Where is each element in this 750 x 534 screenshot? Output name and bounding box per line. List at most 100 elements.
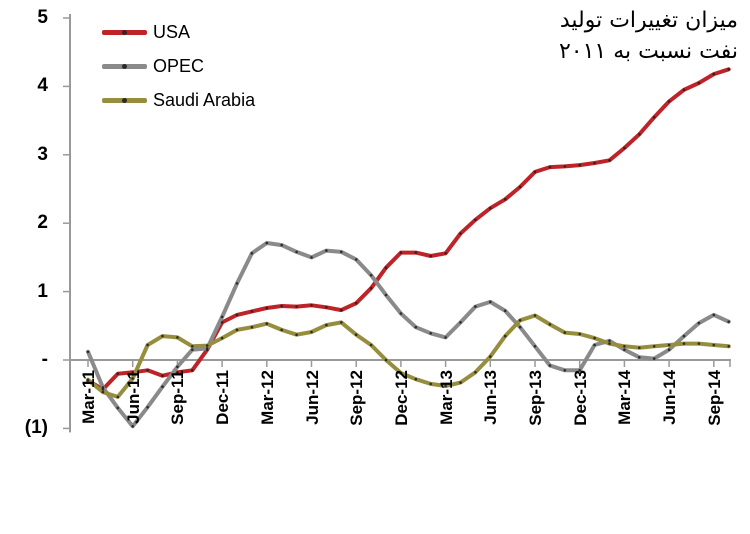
data-point-dot [459,381,462,384]
data-point-dot [191,348,194,352]
data-point-dot [354,258,358,261]
data-point-dot [638,356,641,359]
data-point-dot [518,185,522,189]
data-point-dot [176,365,179,369]
data-point-dot [369,286,373,290]
data-point-dot [518,325,522,329]
legend-label-usa: USA [153,21,191,42]
data-point-dot [310,304,313,307]
data-point-dot [682,334,686,338]
data-point-dot [220,321,224,324]
data-point-dot [444,336,447,339]
data-point-dot [474,305,477,308]
data-point-dot [503,309,507,313]
data-point-dot [608,339,611,343]
data-point-dot [340,321,343,324]
data-point-dot [295,250,298,254]
data-point-dot [369,273,373,277]
saudi-arabia-line [86,313,731,399]
data-point-dot [161,385,164,389]
data-point-dot [652,357,656,360]
data-point-dot [593,161,596,165]
data-point-dot [101,386,105,389]
data-point-dot [205,344,209,347]
data-point-dot [384,266,388,270]
data-point-dot [325,306,328,309]
data-point-dot [191,345,194,348]
data-point-dot [444,384,447,388]
data-point-dot [131,425,134,428]
opec-marker-dot [122,63,127,69]
data-point-dot [667,343,671,347]
data-point-dot [429,332,433,335]
data-point-dot [220,315,224,319]
data-point-dot [116,372,120,376]
data-point-dot [369,343,373,347]
data-point-dot [116,395,120,399]
data-point-dot [340,250,343,254]
data-point-dot [265,322,269,326]
data-point-dot [295,305,298,308]
data-point-dot [340,308,343,312]
data-point-dot [503,198,507,201]
data-point-dot [161,374,164,378]
data-point-dot [652,345,656,348]
data-point-dot [399,251,403,254]
data-point-dot [548,323,552,326]
data-point-dot [116,406,120,410]
data-point-dot [295,333,298,337]
data-point-dot [682,342,686,345]
saudi-arabia-line-swatch [102,97,147,103]
data-point-dot [414,377,418,381]
legend-label-opec: OPEC [153,55,205,76]
data-point-dot [399,312,403,315]
data-point-dot [354,301,358,305]
data-point-dot [578,332,581,336]
chart-title-line2: نفت نسبت به ۲۰۱۱ [558,39,738,64]
data-point-dot [474,371,477,374]
data-point-dot [638,346,641,350]
data-point-dot [608,342,611,345]
opec-line [86,241,731,429]
data-point-dot [563,165,567,168]
usa-line [86,67,731,392]
legend-item-saudi-arabia: Saudi Arabia [102,83,255,117]
data-point-dot [399,371,403,375]
chart-title-line1: میزان تغییرات تولید [559,8,738,33]
data-point-dot [638,133,641,136]
data-point-dot [712,313,716,317]
data-point-dot [682,88,686,92]
data-point-dot [459,321,462,324]
usa-line-swatch [102,29,147,35]
data-point-dot [608,159,611,162]
data-point-dot [191,369,194,372]
chart-title: میزان تغییرات تولید نفت نسبت به ۲۰۱۱ [559,5,738,67]
data-point-dot [518,319,522,322]
opec-line-swatch [102,63,147,69]
data-point-dot [250,252,254,255]
data-point-dot [220,336,224,340]
data-point-dot [235,282,239,285]
data-point-dot [325,249,328,252]
data-point-dot [101,388,105,391]
data-point-dot [623,146,626,150]
data-point-dot [205,347,209,350]
legend-label-saudi-arabia: Saudi Arabia [153,89,256,110]
data-point-dot [235,328,239,332]
data-point-dot [429,382,433,386]
data-point-dot [325,323,328,327]
data-point-dot [265,306,269,310]
data-point-dot [474,218,477,222]
data-point-dot [414,251,418,254]
data-point-dot [489,300,492,304]
data-point-dot [280,304,284,308]
data-point-dot [250,325,254,329]
data-point-dot [429,254,433,258]
data-point-dot [727,320,730,324]
data-point-dot [235,313,239,317]
data-point-dot [146,369,149,372]
data-point-dot [697,342,701,345]
data-point-dot [176,336,179,339]
